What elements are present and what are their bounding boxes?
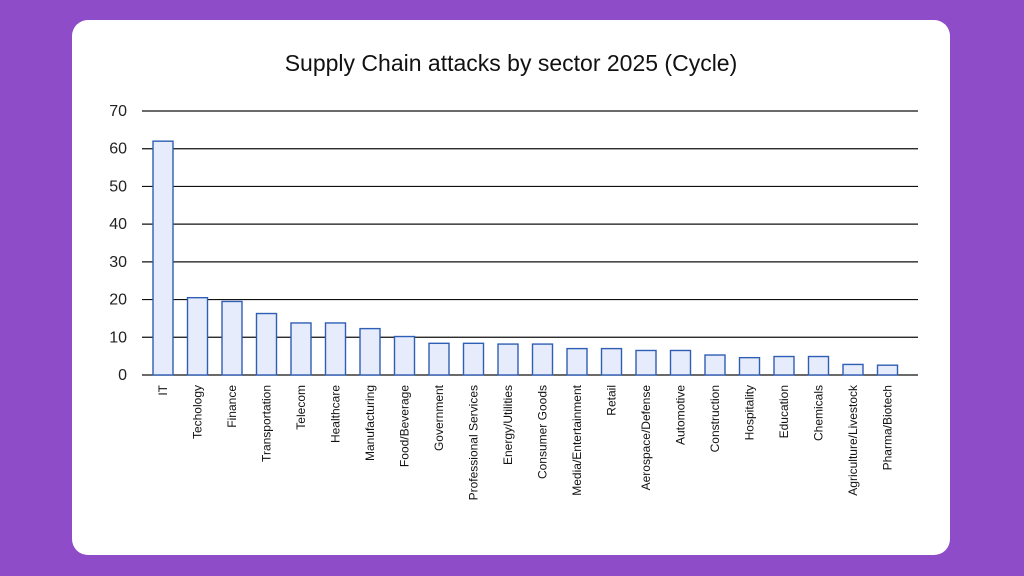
bar-chemicals (807, 355, 830, 376)
category-label: Pharma/Biotech (881, 385, 895, 470)
category-label: Government (432, 384, 446, 451)
bar-automotive (669, 349, 692, 376)
category-label: Agriculture/Livestock (846, 384, 860, 496)
bar-agriculture-livestock (842, 363, 864, 376)
bar-it (152, 140, 174, 376)
bar-energy-utilities (497, 343, 519, 376)
category-label: Retail (605, 385, 619, 416)
bar-government (428, 342, 450, 376)
category-label: Aerospace/Defense (639, 385, 653, 491)
bar-aerospace-defense (635, 349, 657, 376)
category-label: Food/Beverage (398, 385, 412, 467)
category-label: Telecom (294, 385, 308, 430)
category-label: Automotive (674, 385, 688, 445)
category-label: IT (156, 384, 170, 395)
category-label: Manufacturing (363, 385, 377, 461)
bar-hospitality (738, 356, 761, 376)
category-label: Hospitality (743, 385, 757, 440)
category-label: Construction (708, 385, 722, 452)
category-label: Energy/Utilities (501, 385, 515, 465)
y-tick-label: 40 (109, 216, 127, 233)
y-tick-label: 10 (109, 329, 127, 346)
bar-finance (221, 300, 243, 376)
bar-retail (600, 347, 623, 376)
bar-chart: 0 10 20 30 40 50 60 70 IT Techology Finance Transpo… (109, 103, 918, 500)
chart-title: Supply Chain attacks by sector 2025 (Cyc… (284, 50, 738, 76)
bar-pharma-biotech (876, 364, 899, 376)
y-tick-label: 20 (109, 292, 127, 309)
bar-manufacturing (359, 327, 381, 376)
bar-construction (704, 354, 726, 376)
y-tick-label: 50 (109, 178, 127, 195)
category-label: Media/Entertainment (570, 384, 584, 495)
category-label: Transportation (260, 385, 274, 462)
category-label: Professional Services (467, 385, 481, 500)
category-label: Education (777, 385, 791, 438)
bar-professional-services (462, 342, 485, 376)
y-tick-label: 0 (118, 367, 127, 384)
category-label: Chemicals (812, 385, 826, 441)
y-tick-label: 60 (109, 141, 127, 158)
bar-techology (186, 296, 209, 376)
y-tick-label: 70 (109, 103, 127, 120)
y-tick-label: 30 (109, 254, 127, 271)
bar-media-entertainment (566, 347, 588, 376)
category-label: Techology (191, 385, 205, 439)
bar-consumer-goods (531, 343, 554, 376)
bar-education (773, 355, 795, 376)
category-label: Consumer Goods (536, 385, 550, 479)
bar-food-beverage (393, 335, 416, 376)
chart-card: Supply Chain attacks by sector 2025 (Cyc… (72, 20, 950, 555)
category-label: Healthcare (329, 385, 343, 443)
bar-healthcare (324, 322, 347, 376)
bar-telecom (290, 322, 312, 376)
bar-transportation (255, 312, 278, 376)
category-label: Finance (225, 385, 239, 428)
